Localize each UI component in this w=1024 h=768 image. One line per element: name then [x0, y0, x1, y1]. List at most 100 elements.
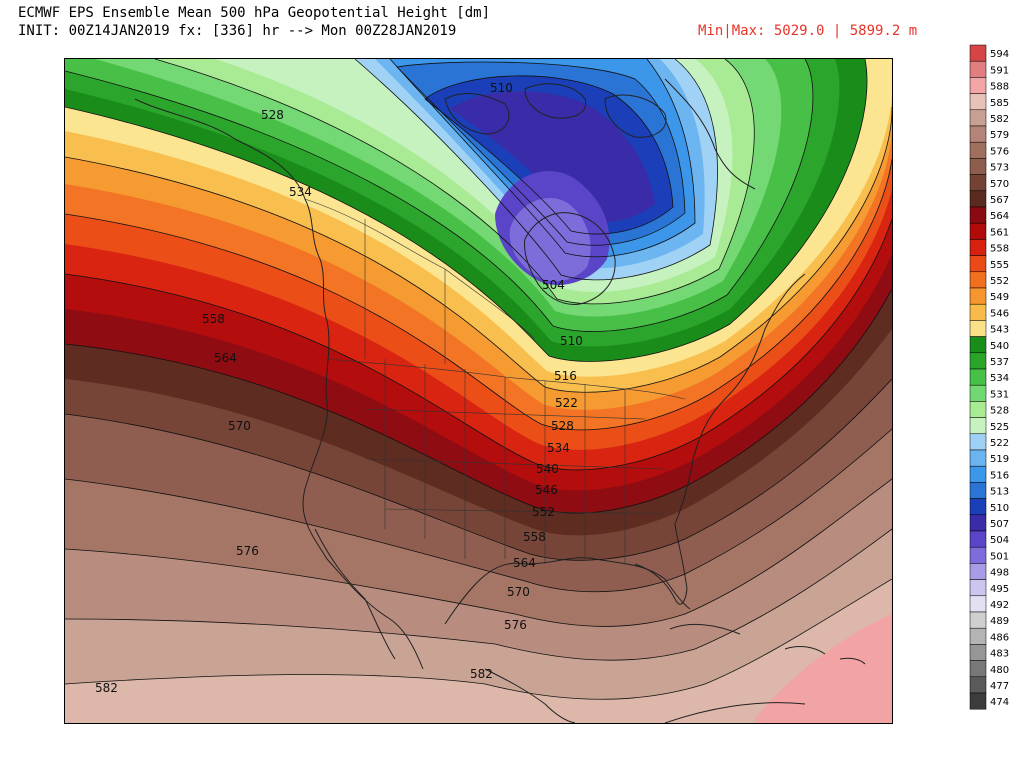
legend-label-510: 510 [990, 503, 1009, 514]
legend-swatch-492 [969, 595, 987, 613]
min-max-readout: Min|Max: 5029.0 | 5899.2 m [698, 23, 918, 39]
label-534-midwest: 534 [547, 441, 570, 455]
legend-swatch-570 [969, 174, 987, 192]
legend-label-486: 486 [990, 632, 1009, 643]
legend-swatch-477 [969, 676, 987, 694]
legend-label-552: 552 [990, 276, 1009, 287]
legend-swatch-564 [969, 206, 987, 224]
legend-swatch-582 [969, 109, 987, 127]
map-title: ECMWF EPS Ensemble Mean 500 hPa Geopoten… [18, 5, 491, 21]
label-504-hudson: 504 [542, 278, 565, 292]
legend-swatch-567 [969, 190, 987, 208]
label-534-nw: 534 [289, 185, 312, 199]
legend-label-480: 480 [990, 665, 1009, 676]
legend-swatch-546 [969, 303, 987, 321]
legend-swatch-495 [969, 579, 987, 597]
legend-label-549: 549 [990, 292, 1009, 303]
height-map-svg: 528 534 510 558 564 504 510 516 522 528 … [65, 59, 892, 723]
legend-swatch-537 [969, 352, 987, 370]
legend-label-591: 591 [990, 65, 1009, 76]
legend-label-564: 564 [990, 211, 1009, 222]
label-528-midwest: 528 [551, 419, 574, 433]
legend-swatch-528 [969, 401, 987, 418]
legend-label-498: 498 [990, 568, 1009, 579]
legend-swatch-558 [969, 239, 987, 256]
legend-label-588: 588 [990, 82, 1009, 93]
legend-swatch-507 [969, 514, 987, 532]
legend-swatch-504 [969, 530, 987, 548]
legend-label-492: 492 [990, 600, 1009, 611]
legend-label-525: 525 [990, 422, 1009, 433]
label-576-mexico: 576 [504, 618, 527, 632]
legend-label-516: 516 [990, 470, 1009, 481]
band-588-blob [755, 614, 892, 723]
label-510-north: 510 [490, 81, 513, 95]
label-558-pacific: 558 [202, 312, 225, 326]
legend-label-522: 522 [990, 438, 1009, 449]
legend-label-519: 519 [990, 454, 1009, 465]
label-564-pacific: 564 [214, 351, 237, 365]
legend-swatch-498 [969, 563, 987, 580]
legend-swatch-534 [969, 368, 987, 386]
label-516-great-lakes: 516 [554, 369, 577, 383]
legend-label-579: 579 [990, 130, 1009, 141]
legend-label-573: 573 [990, 163, 1009, 174]
legend-label-495: 495 [990, 584, 1009, 595]
label-564-gulf: 564 [513, 556, 536, 570]
legend-swatch-522 [969, 433, 987, 451]
label-558-south: 558 [523, 530, 546, 544]
label-540-plains: 540 [536, 462, 559, 476]
legend-swatch-555 [969, 255, 987, 273]
label-582-pacific: 582 [95, 681, 118, 695]
contour-labels: 528 534 510 558 564 504 510 516 522 528 … [95, 81, 583, 695]
legend-swatch-510 [969, 498, 987, 516]
legend-swatch-531 [969, 384, 987, 402]
legend-swatch-513 [969, 482, 987, 499]
legend-label-582: 582 [990, 114, 1009, 125]
legend-label-561: 561 [990, 227, 1009, 238]
legend-swatch-579 [969, 125, 987, 143]
legend-swatch-561 [969, 222, 987, 240]
legend-label-540: 540 [990, 341, 1009, 352]
political-borders [304, 198, 686, 564]
legend-label-543: 543 [990, 325, 1009, 336]
legend-swatch-516 [969, 465, 987, 483]
legend-swatch-540 [969, 336, 987, 354]
init-forecast-line: INIT: 00Z14JAN2019 fx: [336] hr --> Mon … [18, 23, 457, 39]
legend-swatch-588 [969, 77, 987, 94]
legend-label-477: 477 [990, 681, 1009, 692]
legend-swatch-549 [969, 287, 987, 305]
legend-label-585: 585 [990, 98, 1009, 109]
legend-label-501: 501 [990, 551, 1009, 562]
legend-label-537: 537 [990, 357, 1009, 368]
legend-label-555: 555 [990, 260, 1009, 271]
legend-swatch-573 [969, 158, 987, 175]
legend-swatch-543 [969, 320, 987, 337]
legend-swatch-552 [969, 271, 987, 289]
legend-label-507: 507 [990, 519, 1009, 530]
legend-swatch-591 [969, 60, 987, 78]
label-570-pacific: 570 [228, 419, 251, 433]
legend-label-531: 531 [990, 389, 1009, 400]
legend-label-504: 504 [990, 535, 1009, 546]
legend-swatch-474 [969, 692, 987, 710]
legend-label-567: 567 [990, 195, 1009, 206]
legend-label-474: 474 [990, 697, 1009, 708]
contour-lines [65, 59, 892, 700]
legend-swatch-585 [969, 93, 987, 111]
legend-label-570: 570 [990, 179, 1009, 190]
legend-swatch-501 [969, 546, 987, 564]
height-map: 528 534 510 558 564 504 510 516 522 528 … [64, 58, 893, 724]
legend-label-513: 513 [990, 487, 1009, 498]
label-552-south: 552 [532, 505, 555, 519]
legend-swatch-480 [969, 660, 987, 678]
legend-swatch-519 [969, 449, 987, 467]
label-546-plains: 546 [535, 483, 558, 497]
legend-label-594: 594 [990, 49, 1009, 60]
legend-label-534: 534 [990, 373, 1009, 384]
legend-label-576: 576 [990, 146, 1009, 157]
legend-swatch-486 [969, 627, 987, 645]
color-legend: 594 591 588 585 582 579 576 573 570 567 564 561 558 5… [969, 44, 1009, 710]
band-507 [450, 91, 655, 223]
legend-swatch-594 [969, 44, 987, 62]
